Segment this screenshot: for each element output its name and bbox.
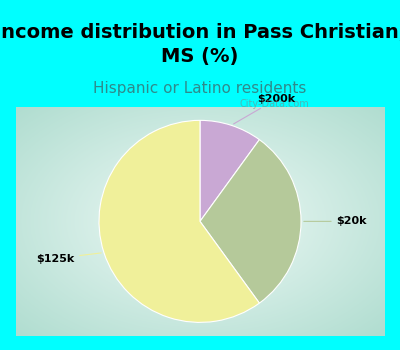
Wedge shape <box>200 120 259 222</box>
Text: Hispanic or Latino residents: Hispanic or Latino residents <box>93 81 307 96</box>
Wedge shape <box>200 140 301 303</box>
Text: $125k: $125k <box>36 253 101 264</box>
Text: $200k: $200k <box>234 94 296 124</box>
Text: Income distribution in Pass Christian,
MS (%): Income distribution in Pass Christian, M… <box>0 23 400 66</box>
Text: $20k: $20k <box>304 216 367 226</box>
Wedge shape <box>99 120 259 322</box>
Text: City-Data.com: City-Data.com <box>240 99 310 109</box>
